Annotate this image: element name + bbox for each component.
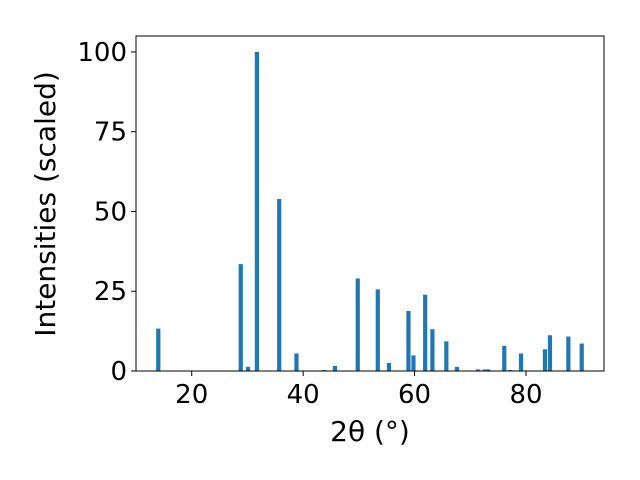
bar <box>486 369 491 371</box>
plot-area <box>136 36 604 371</box>
bar <box>238 264 243 371</box>
bar <box>444 341 449 371</box>
bar <box>375 289 380 371</box>
bar <box>502 345 507 371</box>
bar <box>386 363 392 371</box>
bar <box>245 366 251 371</box>
y-axis-label: Intensities (scaled) <box>29 71 62 337</box>
bar <box>254 51 259 371</box>
bar <box>518 353 524 371</box>
bar <box>355 278 360 371</box>
bar <box>579 343 584 371</box>
y-tick-label: 0 <box>110 357 127 387</box>
plot-frame <box>135 35 605 372</box>
bar <box>454 366 460 371</box>
y-tick-label: 50 <box>94 197 127 227</box>
y-tick-label: 100 <box>77 38 127 68</box>
bar <box>547 335 553 371</box>
bar <box>566 336 571 371</box>
y-axis-ticks: 0 25 50 75 100 <box>77 38 136 387</box>
x-axis-label: 2θ (°) <box>330 415 410 448</box>
x-tick-label: 20 <box>175 380 208 410</box>
bar <box>482 369 487 371</box>
bar <box>411 355 416 371</box>
x-axis-ticks: 20 40 60 80 <box>175 371 543 410</box>
bar <box>430 329 435 371</box>
bar <box>156 328 161 371</box>
bar <box>423 294 428 371</box>
bar <box>406 311 411 371</box>
bar <box>294 353 299 371</box>
bar <box>277 199 282 371</box>
y-tick-label: 25 <box>94 277 127 307</box>
bar <box>475 369 481 371</box>
x-tick-label: 60 <box>398 380 431 410</box>
bars-group <box>156 51 584 371</box>
bar <box>332 365 337 371</box>
y-tick-label: 75 <box>94 118 127 148</box>
x-tick-label: 40 <box>287 380 320 410</box>
bar <box>542 349 548 371</box>
x-tick-label: 80 <box>509 380 542 410</box>
